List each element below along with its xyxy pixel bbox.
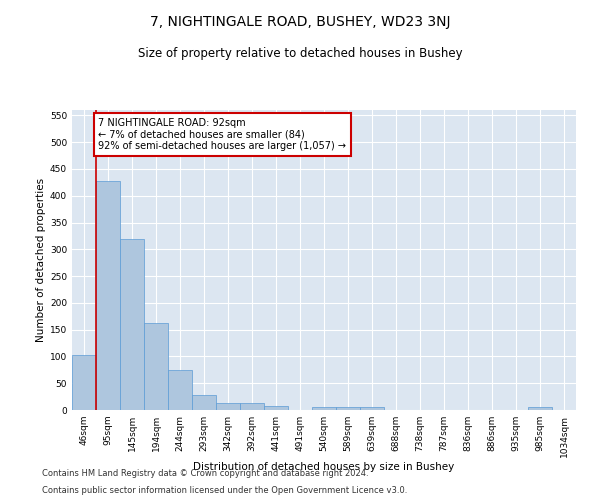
Bar <box>336 407 360 410</box>
Bar <box>264 406 288 410</box>
Text: 7 NIGHTINGALE ROAD: 92sqm
← 7% of detached houses are smaller (84)
92% of semi-d: 7 NIGHTINGALE ROAD: 92sqm ← 7% of detach… <box>98 118 346 151</box>
Bar <box>192 395 216 410</box>
Bar <box>312 408 336 410</box>
X-axis label: Distribution of detached houses by size in Bushey: Distribution of detached houses by size … <box>193 462 455 472</box>
Bar <box>96 180 120 410</box>
Text: Size of property relative to detached houses in Bushey: Size of property relative to detached ho… <box>137 48 463 60</box>
Bar <box>528 408 552 410</box>
Y-axis label: Number of detached properties: Number of detached properties <box>36 178 46 342</box>
Bar <box>240 403 264 410</box>
Bar <box>168 370 192 410</box>
Bar <box>144 322 168 410</box>
Text: Contains HM Land Registry data © Crown copyright and database right 2024.: Contains HM Land Registry data © Crown c… <box>42 468 368 477</box>
Bar <box>216 403 240 410</box>
Text: Contains public sector information licensed under the Open Government Licence v3: Contains public sector information licen… <box>42 486 407 495</box>
Bar <box>120 238 144 410</box>
Bar <box>360 408 384 410</box>
Text: 7, NIGHTINGALE ROAD, BUSHEY, WD23 3NJ: 7, NIGHTINGALE ROAD, BUSHEY, WD23 3NJ <box>150 15 450 29</box>
Bar <box>72 355 96 410</box>
